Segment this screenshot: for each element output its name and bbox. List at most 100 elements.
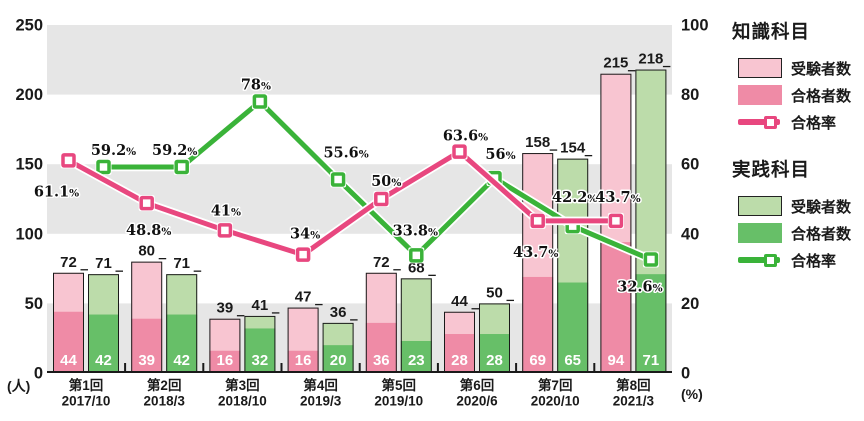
bar-total-label: 80 <box>138 243 155 260</box>
y-axis-right-tick-label: 20 <box>681 295 699 313</box>
y-axis-left-tick-label: 0 <box>34 365 43 383</box>
pass-rate-label-practice: 56% <box>485 146 515 163</box>
bar-passers-label: 20 <box>330 352 347 369</box>
x-axis-category-session: 第1回 <box>69 377 104 393</box>
y-axis-left-tick-label: 100 <box>15 225 43 243</box>
pass-rate-marker-knowledge <box>139 195 154 211</box>
bar-knowledge-passers <box>600 242 632 373</box>
bar-total-label: 44 <box>451 293 468 310</box>
bar-total-label: 71 <box>95 255 112 272</box>
practice-examinees-swatch <box>738 196 782 216</box>
bar-passers-label: 71 <box>643 352 660 369</box>
legend-item-practice-rate: 合格率 <box>738 250 862 270</box>
pass-rate-marker-knowledge <box>608 213 624 229</box>
bar-passers-label: 44 <box>60 352 77 369</box>
bar-total-label: 72 <box>60 254 77 271</box>
y-axis-right-tick-label: 80 <box>681 86 699 104</box>
legend-item-label: 合格率 <box>791 114 837 132</box>
pass-rate-marker-knowledge <box>530 213 545 229</box>
legend-item-knowledge-passers: 合格者数 <box>738 85 862 105</box>
x-axis-category-date: 2018/3 <box>144 394 186 409</box>
x-axis-category-date: 2019/10 <box>374 394 423 409</box>
bar-passers-label: 42 <box>173 352 190 369</box>
bar-practice-passers <box>635 274 667 373</box>
bar-passers-label: 32 <box>252 352 269 369</box>
bar-passers-label: 65 <box>564 352 581 369</box>
x-axis-category-session: 第4回 <box>303 377 338 393</box>
y-axis-left-tick-label: 250 <box>15 17 43 35</box>
bar-knowledge-passers <box>131 318 163 373</box>
bar-total-label: 71 <box>173 255 190 272</box>
pass-rate-label-knowledge: 61.1% <box>34 183 79 200</box>
x-axis-category-session: 第6回 <box>460 377 495 393</box>
square-marker-icon <box>764 253 777 267</box>
bar-passers-label: 36 <box>373 352 390 369</box>
bar-passers-label: 28 <box>451 352 468 369</box>
knowledge-rate-line-swatch <box>738 112 782 132</box>
bar-total-label: 72 <box>373 254 390 271</box>
practice-passers-swatch <box>738 223 782 243</box>
x-axis-category-date: 2018/10 <box>218 394 267 409</box>
pass-rate-label-practice: 32.6% <box>617 279 662 296</box>
bar-knowledge-passers <box>53 311 84 373</box>
pass-rate-label-practice: 33.8% <box>393 222 438 239</box>
bar-total-label: 158 <box>525 134 550 151</box>
legend-item-knowledge-examinees: 受験者数 <box>738 58 862 78</box>
pass-rate-label-knowledge: 48.8% <box>126 222 171 239</box>
bar-total-label: 215 <box>603 55 628 72</box>
pass-rate-marker-practice <box>330 172 346 187</box>
pass-rate-label-knowledge: 34% <box>290 226 320 243</box>
pass-rate-marker-knowledge <box>217 223 233 238</box>
bar-total-label: 47 <box>295 289 312 306</box>
bar-passers-label: 94 <box>608 352 625 369</box>
legend-title-knowledge: 知識科目 <box>732 21 811 42</box>
y-axis-right-tick-label: 0 <box>681 365 690 383</box>
y-axis-right-unit: (%) <box>681 386 703 402</box>
bar-passers-label: 28 <box>486 352 503 369</box>
pass-rate-label-practice: 42.2% <box>552 189 597 206</box>
bar-practice-passers <box>244 328 276 373</box>
y-axis-left-tick-label: 150 <box>15 156 43 174</box>
legend-item-practice-passers: 合格者数 <box>738 223 862 243</box>
bar-total-label: 218 <box>638 51 663 68</box>
pass-rate-marker-knowledge <box>374 191 389 207</box>
legend-item-practice-examinees: 受験者数 <box>738 196 862 216</box>
pass-rate-label-practice: 78% <box>241 77 271 94</box>
pass-rate-marker-practice <box>409 248 424 263</box>
y-axis-left-tick-label: 50 <box>25 295 43 313</box>
bar-total-label: 50 <box>486 284 503 301</box>
bar-practice-passers <box>322 345 354 373</box>
x-axis-category-session: 第3回 <box>225 377 260 393</box>
bar-practice-passers <box>479 334 510 373</box>
bar-total-label: 39 <box>217 300 234 317</box>
pass-rate-label-knowledge: 63.6% <box>443 128 488 145</box>
bar-knowledge-passers <box>287 350 319 373</box>
bar-knowledge-passers <box>209 350 241 373</box>
x-axis-category-session: 第2回 <box>147 377 182 393</box>
pass-rate-label-practice: 55.6% <box>323 145 368 162</box>
y-axis-right-tick-label: 40 <box>681 225 699 243</box>
pass-rate-marker-knowledge <box>452 144 467 159</box>
legend-item-label: 受験者数 <box>791 198 852 216</box>
knowledge-examinees-swatch <box>738 58 782 78</box>
legend-item-label: 合格者数 <box>791 87 852 105</box>
pass-rate-marker-practice <box>96 159 111 175</box>
y-axis-right-tick-label: 60 <box>681 156 699 174</box>
y-axis-left-tick-label: 200 <box>15 86 43 104</box>
bar-passers-label: 69 <box>529 352 546 369</box>
pass-rate-label-knowledge: 43.7% <box>513 244 558 261</box>
y-axis-right-tick-label: 100 <box>681 17 709 35</box>
bar-practice-passers <box>557 282 589 373</box>
pass-rate-line-knowledge <box>67 149 616 258</box>
bar-practice-passers <box>400 340 432 373</box>
bar-knowledge-passers <box>365 322 397 373</box>
bar-practice-passers <box>88 314 119 373</box>
bar-passers-label: 23 <box>408 352 425 369</box>
bar-passers-label: 16 <box>217 352 234 369</box>
x-axis-category-session: 第7回 <box>538 377 573 393</box>
bar-total-label: 36 <box>330 304 347 321</box>
x-axis-category-date: 2017/10 <box>62 394 111 409</box>
pass-rate-label-knowledge: 41% <box>211 202 241 219</box>
